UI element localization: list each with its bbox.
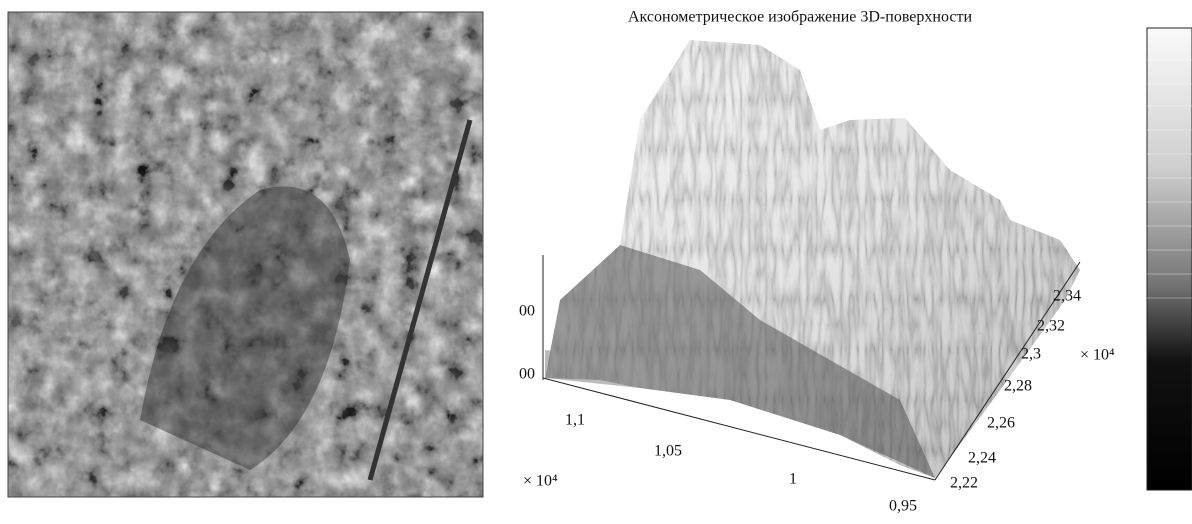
body: Аксонометрическое изображение 3D-поверхн… — [0, 0, 1192, 519]
x-multiplier: × 10⁴ — [523, 473, 558, 490]
page: Figure {"surface_plot": { "title": "Аксо… — [0, 0, 1192, 519]
colorbar — [1147, 28, 1192, 490]
x-tick-label: 0,95 — [889, 498, 917, 515]
y-multiplier: × 10⁴ — [1080, 347, 1115, 364]
x-tick-label: 1,05 — [654, 443, 682, 460]
plot-title: Аксонометрическое изображение 3D-поверхн… — [628, 9, 972, 26]
y-tick-label: 2,34 — [1053, 288, 1081, 305]
y-tick-label: 2,22 — [950, 475, 978, 492]
z-tick-label: 00 — [519, 366, 535, 383]
y-tick-label: 2,3 — [1021, 346, 1041, 363]
y-tick-label: 2,24 — [968, 450, 996, 467]
z-tick-label: 00 — [519, 303, 535, 320]
figure: Аксонометрическое изображение 3D-поверхн… — [0, 0, 1192, 519]
y-tick-label: 2,26 — [987, 415, 1015, 432]
x-tick-label: 1 — [789, 471, 797, 488]
y-tick-label: 2,28 — [1004, 378, 1032, 395]
x-tick-label: 1,1 — [565, 412, 585, 429]
y-tick-label: 2,32 — [1037, 318, 1065, 335]
